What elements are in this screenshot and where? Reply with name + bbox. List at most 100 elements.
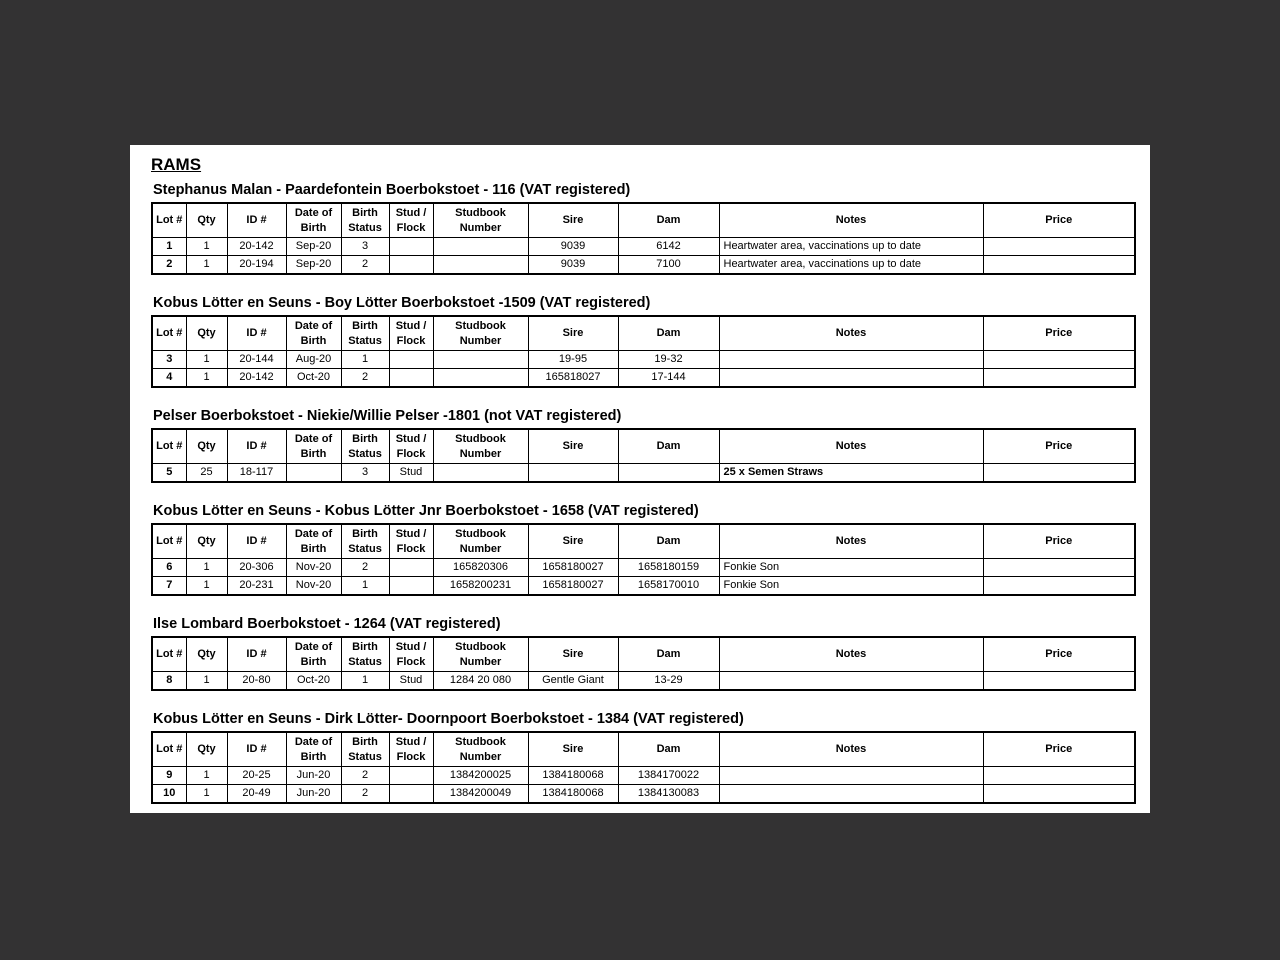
column-header-id: ID #: [226, 202, 287, 238]
cell-studbook: 1384200025: [432, 766, 529, 785]
cell-dam: 1384170022: [617, 766, 720, 785]
cell-sire: 165818027: [527, 368, 619, 388]
cell-price: [982, 784, 1136, 804]
column-header-price: Price: [982, 731, 1136, 767]
lot-row: 9 1 20-25 Jun-20 2 1384200025 1384180068 138417…: [151, 766, 1136, 785]
cell-dob: Jun-20: [285, 784, 342, 804]
column-header-dam: Dam: [617, 731, 720, 767]
cell-dob: Oct-20: [285, 671, 342, 691]
column-header-price: Price: [982, 523, 1136, 559]
column-header-birth_status: Birth Status: [340, 731, 390, 767]
lots-table: Lot # Qty ID # Date of Birth Birth Status Stud …: [151, 428, 1136, 483]
header-row: Lot # Qty ID # Date of Birth Birth Status Stud …: [151, 428, 1136, 464]
breeder-section: Kobus Lötter en Seuns - Dirk Lötter- Doo…: [151, 711, 1136, 804]
cell-dob: Aug-20: [285, 350, 342, 369]
cell-stud_flock: [388, 766, 434, 785]
cell-dob: Sep-20: [285, 255, 342, 275]
column-header-qty: Qty: [185, 428, 228, 464]
column-header-notes: Notes: [718, 315, 984, 351]
cell-lot: 4: [151, 368, 187, 388]
cell-id: 20-25: [226, 766, 287, 785]
column-header-qty: Qty: [185, 315, 228, 351]
cell-dob: Oct-20: [285, 368, 342, 388]
cell-notes: Fonkie Son: [718, 558, 984, 577]
column-header-id: ID #: [226, 428, 287, 464]
cell-birth_status: 2: [340, 368, 390, 388]
column-header-price: Price: [982, 636, 1136, 672]
column-header-birth_status: Birth Status: [340, 523, 390, 559]
cell-price: [982, 558, 1136, 577]
column-header-price: Price: [982, 315, 1136, 351]
cell-dam: 6142: [617, 237, 720, 256]
column-header-dam: Dam: [617, 202, 720, 238]
cell-id: 18-117: [226, 463, 287, 483]
cell-qty: 1: [185, 766, 228, 785]
cell-studbook: 1658200231: [432, 576, 529, 596]
column-header-price: Price: [982, 202, 1136, 238]
lots-table: Lot # Qty ID # Date of Birth Birth Status Stud …: [151, 202, 1136, 275]
column-header-stud_flock: Stud / Flock: [388, 428, 434, 464]
column-header-dam: Dam: [617, 636, 720, 672]
cell-qty: 1: [185, 671, 228, 691]
column-header-birth_status: Birth Status: [340, 428, 390, 464]
cell-studbook: 1284 20 080: [432, 671, 529, 691]
cell-birth_status: 1: [340, 576, 390, 596]
cell-qty: 1: [185, 784, 228, 804]
column-header-stud_flock: Stud / Flock: [388, 315, 434, 351]
column-header-dob: Date of Birth: [285, 523, 342, 559]
column-header-dob: Date of Birth: [285, 731, 342, 767]
cell-qty: 1: [185, 350, 228, 369]
breeder-section: Pelser Boerbokstoet - Niekie/Willie Pels…: [151, 408, 1136, 483]
cell-qty: 1: [185, 255, 228, 275]
cell-lot: 6: [151, 558, 187, 577]
cell-dob: Nov-20: [285, 576, 342, 596]
column-header-sire: Sire: [527, 731, 619, 767]
cell-studbook: [432, 350, 529, 369]
column-header-notes: Notes: [718, 202, 984, 238]
cell-stud_flock: [388, 784, 434, 804]
cell-dam: [617, 463, 720, 483]
cell-stud_flock: [388, 237, 434, 256]
lots-table: Lot # Qty ID # Date of Birth Birth Status Stud …: [151, 636, 1136, 691]
breeder-section-title: Stephanus Malan - Paardefontein Boerboks…: [153, 182, 631, 198]
column-header-birth_status: Birth Status: [340, 315, 390, 351]
page-title: RAMS: [151, 155, 202, 174]
cell-sire: 9039: [527, 237, 619, 256]
cell-id: 20-231: [226, 576, 287, 596]
breeder-section-title: Ilse Lombard Boerbokstoet - 1264 (VAT re…: [153, 616, 501, 632]
column-header-id: ID #: [226, 636, 287, 672]
lot-row: 8 1 20-80 Oct-20 1 Stud 1284 20 080 Gentle Gian…: [151, 671, 1136, 691]
lots-table: Lot # Qty ID # Date of Birth Birth Status Stud …: [151, 731, 1136, 804]
cell-stud_flock: [388, 368, 434, 388]
column-header-lot: Lot #: [151, 636, 187, 672]
column-header-stud_flock: Stud / Flock: [388, 636, 434, 672]
cell-studbook: [432, 255, 529, 275]
cell-lot: 2: [151, 255, 187, 275]
column-header-qty: Qty: [185, 636, 228, 672]
cell-dam: 13-29: [617, 671, 720, 691]
column-header-studbook: Studbook Number: [432, 523, 529, 559]
column-header-qty: Qty: [185, 202, 228, 238]
cell-birth_status: 2: [340, 784, 390, 804]
cell-notes: 25 x Semen Straws: [718, 463, 984, 483]
breeder-section-title: Kobus Lötter en Seuns - Kobus Lötter Jnr…: [153, 503, 699, 519]
cell-stud_flock: [388, 558, 434, 577]
column-header-dob: Date of Birth: [285, 315, 342, 351]
cell-birth_status: 3: [340, 463, 390, 483]
column-header-id: ID #: [226, 523, 287, 559]
cell-notes: Fonkie Son: [718, 576, 984, 596]
cell-price: [982, 237, 1136, 256]
column-header-lot: Lot #: [151, 428, 187, 464]
cell-birth_status: 2: [340, 255, 390, 275]
column-header-price: Price: [982, 428, 1136, 464]
cell-notes: [718, 671, 984, 691]
cell-qty: 25: [185, 463, 228, 483]
cell-sire: 1658180027: [527, 558, 619, 577]
header-row: Lot # Qty ID # Date of Birth Birth Status Stud …: [151, 523, 1136, 559]
cell-studbook: [432, 368, 529, 388]
column-header-id: ID #: [226, 315, 287, 351]
cell-lot: 9: [151, 766, 187, 785]
cell-dam: 1384130083: [617, 784, 720, 804]
cell-price: [982, 671, 1136, 691]
